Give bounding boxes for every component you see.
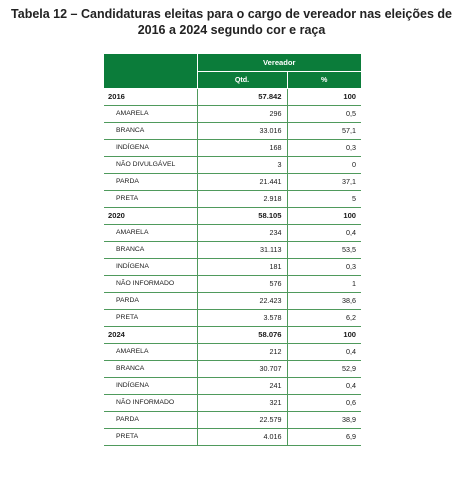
row-pct: 0,4: [286, 224, 362, 242]
data-table: Vereador Qtd. % 2016 57.842 100 AMARELA 296…: [104, 54, 362, 446]
table-row: AMARELA 234 0,4: [104, 224, 362, 242]
row-label: BRANCA: [104, 241, 197, 259]
table-row: NÃO INFORMADO 321 0,6: [104, 394, 362, 412]
row-qtd: 22.579: [196, 411, 287, 429]
row-label: INDÍGENA: [104, 377, 197, 395]
table-row-year: 2024 58.076 100: [104, 326, 362, 344]
row-label: AMARELA: [104, 343, 197, 361]
row-qtd: 30.707: [196, 360, 287, 378]
row-qtd: 576: [196, 275, 287, 293]
table-row: AMARELA 296 0,5: [104, 105, 362, 123]
row-label: BRANCA: [104, 360, 197, 378]
row-label: PRETA: [104, 309, 197, 327]
row-qtd: 168: [196, 139, 287, 157]
table-row: BRANCA 33.016 57,1: [104, 122, 362, 140]
table-row: PARDA 21.441 37,1: [104, 173, 362, 191]
table-row: BRANCA 31.113 53,5: [104, 241, 362, 259]
row-pct: 0,3: [286, 258, 362, 276]
row-pct: 0,4: [286, 377, 362, 395]
row-qtd: 181: [196, 258, 287, 276]
table-row: INDÍGENA 168 0,3: [104, 139, 362, 157]
row-label: AMARELA: [104, 224, 197, 242]
row-label: NÃO INFORMADO: [104, 394, 197, 412]
row-qtd: 58.105: [196, 207, 287, 225]
table-title: Tabela 12 – Candidaturas eleitas para o …: [0, 6, 463, 38]
row-label: 2016: [104, 88, 197, 106]
row-label: INDÍGENA: [104, 139, 197, 157]
row-label: PRETA: [104, 428, 197, 446]
row-label: NÃO DIVULGÁVEL: [104, 156, 197, 174]
row-label: PARDA: [104, 411, 197, 429]
header-blank-cell: [104, 71, 197, 88]
row-label: PRETA: [104, 190, 197, 208]
row-label: 2020: [104, 207, 197, 225]
row-pct: 37,1: [286, 173, 362, 191]
header-pct: %: [286, 71, 362, 89]
row-qtd: 22.423: [196, 292, 287, 310]
row-pct: 38,9: [286, 411, 362, 429]
row-label: 2024: [104, 326, 197, 344]
title-line-1: Tabela 12 – Candidaturas eleitas para o …: [11, 7, 452, 21]
table-row: BRANCA 30.707 52,9: [104, 360, 362, 378]
header-row-group: Vereador: [104, 54, 362, 72]
row-qtd: 21.441: [196, 173, 287, 191]
row-label: PARDA: [104, 292, 197, 310]
row-pct: 1: [286, 275, 362, 293]
row-pct: 38,6: [286, 292, 362, 310]
table-body: 2016 57.842 100 AMARELA 296 0,5 BRANCA 33.016…: [104, 88, 362, 446]
row-qtd: 3: [196, 156, 287, 174]
row-label: INDÍGENA: [104, 258, 197, 276]
header-row-columns: Qtd. %: [104, 71, 362, 89]
row-label: NÃO INFORMADO: [104, 275, 197, 293]
row-pct: 0,6: [286, 394, 362, 412]
table-row: PRETA 2.918 5: [104, 190, 362, 208]
table-row: PARDA 22.579 38,9: [104, 411, 362, 429]
row-qtd: 212: [196, 343, 287, 361]
row-pct: 52,9: [286, 360, 362, 378]
row-pct: 0,4: [286, 343, 362, 361]
row-qtd: 57.842: [196, 88, 287, 106]
row-pct: 53,5: [286, 241, 362, 259]
row-pct: 6,2: [286, 309, 362, 327]
row-pct: 6,9: [286, 428, 362, 446]
header-qtd: Qtd.: [196, 71, 287, 89]
table-row: NÃO INFORMADO 576 1: [104, 275, 362, 293]
table-row: INDÍGENA 241 0,4: [104, 377, 362, 395]
row-pct: 0: [286, 156, 362, 174]
data-table-container: Vereador Qtd. % 2016 57.842 100 AMARELA 296…: [104, 54, 362, 446]
table-row: AMARELA 212 0,4: [104, 343, 362, 361]
row-pct: 0,3: [286, 139, 362, 157]
row-pct: 100: [286, 326, 362, 344]
table-row-year: 2020 58.105 100: [104, 207, 362, 225]
row-qtd: 33.016: [196, 122, 287, 140]
row-qtd: 234: [196, 224, 287, 242]
row-pct: 5: [286, 190, 362, 208]
row-qtd: 321: [196, 394, 287, 412]
table-row-year: 2016 57.842 100: [104, 88, 362, 106]
header-vereador: Vereador: [196, 54, 362, 72]
row-pct: 100: [286, 88, 362, 106]
header-blank-cell: [104, 54, 197, 71]
row-label: PARDA: [104, 173, 197, 191]
row-qtd: 31.113: [196, 241, 287, 259]
table-row: PRETA 3.578 6,2: [104, 309, 362, 327]
table-row: INDÍGENA 181 0,3: [104, 258, 362, 276]
table-row: NÃO DIVULGÁVEL 3 0: [104, 156, 362, 174]
table-row: PRETA 4.016 6,9: [104, 428, 362, 446]
row-pct: 100: [286, 207, 362, 225]
row-qtd: 58.076: [196, 326, 287, 344]
row-qtd: 241: [196, 377, 287, 395]
row-label: BRANCA: [104, 122, 197, 140]
row-pct: 0,5: [286, 105, 362, 123]
row-pct: 57,1: [286, 122, 362, 140]
row-qtd: 2.918: [196, 190, 287, 208]
row-qtd: 4.016: [196, 428, 287, 446]
title-line-2: 2016 a 2024 segundo cor e raça: [137, 23, 326, 37]
row-qtd: 296: [196, 105, 287, 123]
row-label: AMARELA: [104, 105, 197, 123]
table-row: PARDA 22.423 38,6: [104, 292, 362, 310]
row-qtd: 3.578: [196, 309, 287, 327]
